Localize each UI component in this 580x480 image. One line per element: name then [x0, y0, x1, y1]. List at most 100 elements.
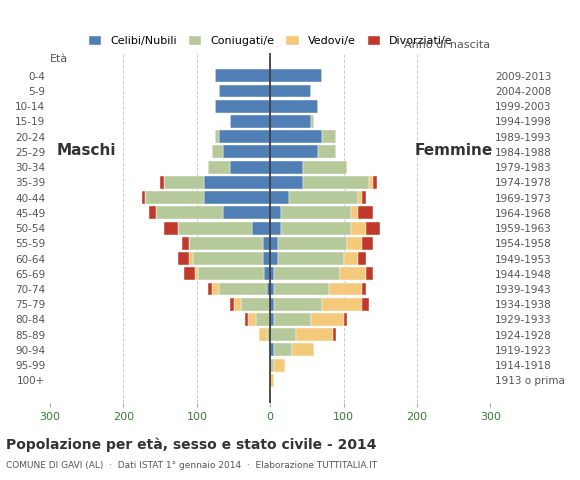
Text: Anno di nascita: Anno di nascita: [404, 40, 490, 50]
Bar: [195, 267, 198, 280]
Bar: [190, 237, 263, 250]
Bar: [219, 84, 270, 97]
Bar: [270, 100, 318, 113]
Bar: [321, 130, 336, 143]
Bar: [358, 252, 365, 265]
Bar: [303, 176, 369, 189]
Bar: [164, 222, 179, 235]
Bar: [157, 206, 223, 219]
Bar: [267, 328, 270, 341]
Bar: [274, 313, 310, 326]
Legend: Celibi/Nubili, Coniugati/e, Vedovi/e, Divorziati/e: Celibi/Nubili, Coniugati/e, Vedovi/e, Di…: [84, 31, 457, 50]
Bar: [274, 344, 292, 357]
Bar: [270, 237, 277, 250]
Bar: [219, 130, 270, 143]
Bar: [160, 176, 164, 189]
Bar: [281, 206, 351, 219]
Bar: [270, 222, 281, 235]
Bar: [234, 298, 241, 311]
Bar: [193, 252, 263, 265]
Bar: [274, 283, 329, 296]
Text: Popolazione per età, sesso e stato civile - 2014: Popolazione per età, sesso e stato civil…: [6, 437, 376, 452]
Bar: [215, 100, 270, 113]
Bar: [164, 176, 204, 189]
Bar: [351, 222, 365, 235]
Bar: [264, 267, 270, 280]
Bar: [270, 252, 277, 265]
Bar: [369, 176, 373, 189]
Bar: [270, 267, 274, 280]
Bar: [296, 328, 332, 341]
Bar: [270, 313, 274, 326]
Bar: [267, 283, 270, 296]
Bar: [212, 283, 219, 296]
Bar: [190, 252, 193, 265]
Bar: [270, 344, 274, 357]
Bar: [270, 69, 321, 82]
Bar: [270, 84, 310, 97]
Bar: [365, 222, 380, 235]
Bar: [365, 267, 373, 280]
Bar: [343, 252, 358, 265]
Bar: [182, 237, 190, 250]
Bar: [204, 191, 270, 204]
Bar: [204, 176, 270, 189]
Bar: [362, 191, 365, 204]
Bar: [362, 298, 369, 311]
Bar: [310, 115, 314, 128]
Bar: [274, 359, 285, 372]
Bar: [208, 283, 212, 296]
Bar: [281, 222, 351, 235]
Bar: [179, 252, 190, 265]
Bar: [146, 191, 204, 204]
Bar: [245, 313, 248, 326]
Bar: [277, 237, 347, 250]
Bar: [215, 130, 219, 143]
Bar: [208, 161, 230, 174]
Bar: [212, 145, 223, 158]
Text: COMUNE DI GAVI (AL)  ·  Dati ISTAT 1° gennaio 2014  ·  Elaborazione TUTTITALIA.I: COMUNE DI GAVI (AL) · Dati ISTAT 1° genn…: [6, 461, 377, 470]
Bar: [184, 267, 195, 280]
Bar: [230, 161, 270, 174]
Bar: [219, 283, 267, 296]
Bar: [358, 206, 373, 219]
Bar: [270, 206, 281, 219]
Bar: [230, 298, 234, 311]
Bar: [270, 176, 303, 189]
Bar: [259, 328, 267, 341]
Bar: [270, 191, 288, 204]
Bar: [362, 283, 365, 296]
Bar: [270, 161, 303, 174]
Bar: [270, 374, 274, 387]
Bar: [149, 206, 157, 219]
Bar: [329, 283, 362, 296]
Bar: [292, 344, 314, 357]
Bar: [263, 252, 270, 265]
Bar: [362, 237, 373, 250]
Bar: [256, 313, 270, 326]
Bar: [252, 222, 270, 235]
Bar: [270, 130, 321, 143]
Bar: [248, 313, 256, 326]
Bar: [230, 115, 270, 128]
Bar: [343, 313, 347, 326]
Text: Età: Età: [50, 54, 68, 63]
Bar: [277, 252, 343, 265]
Bar: [274, 267, 340, 280]
Bar: [340, 267, 365, 280]
Bar: [274, 298, 321, 311]
Bar: [270, 298, 274, 311]
Bar: [198, 267, 264, 280]
Bar: [358, 191, 362, 204]
Bar: [179, 222, 252, 235]
Bar: [270, 283, 274, 296]
Bar: [310, 313, 343, 326]
Bar: [351, 206, 358, 219]
Bar: [321, 298, 362, 311]
Bar: [318, 145, 336, 158]
Bar: [373, 176, 376, 189]
Bar: [303, 161, 347, 174]
Text: Femmine: Femmine: [415, 143, 492, 157]
Bar: [263, 237, 270, 250]
Bar: [270, 115, 310, 128]
